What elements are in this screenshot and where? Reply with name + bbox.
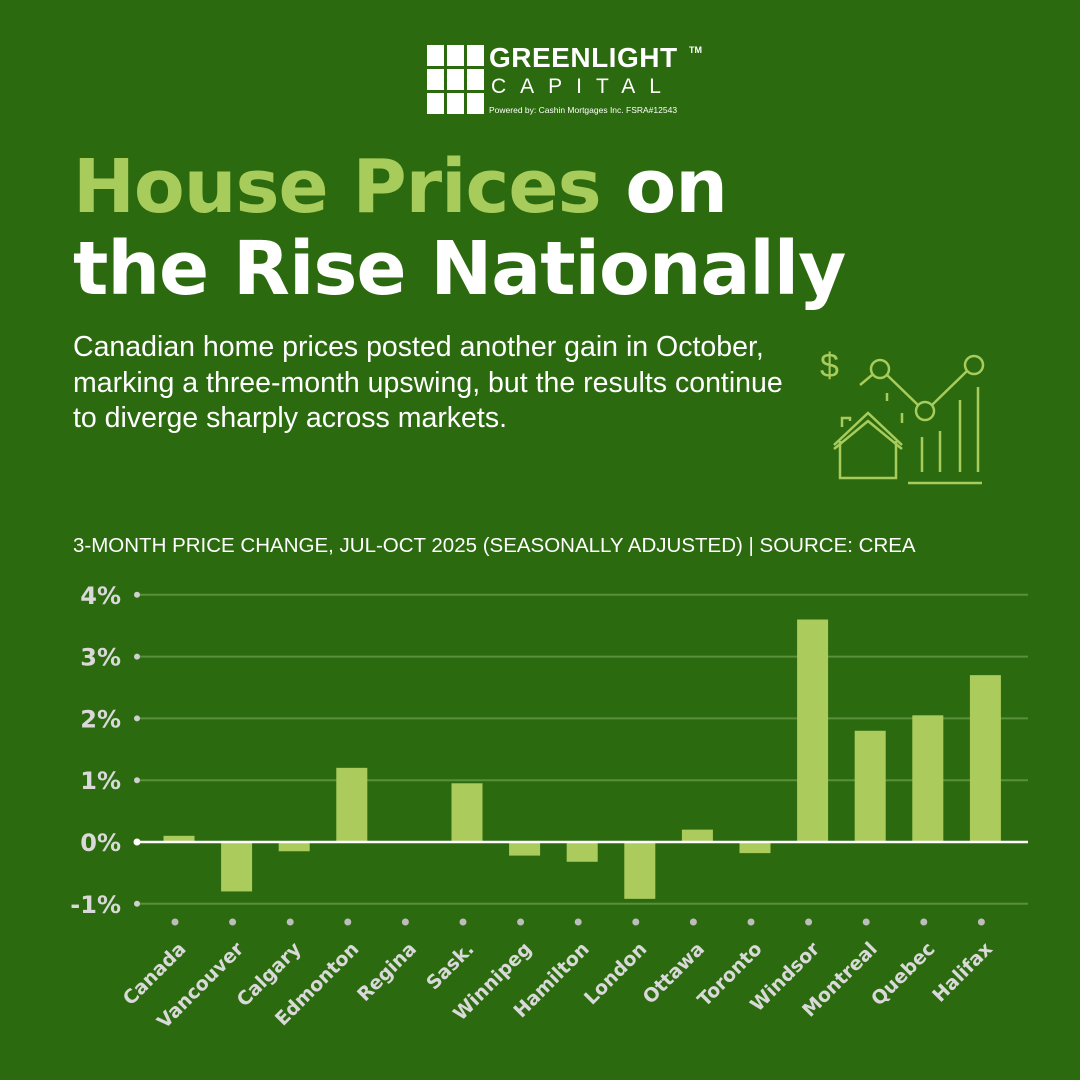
- xtick-dot: [977, 918, 985, 926]
- ytick-label: -1%: [70, 891, 121, 919]
- chart-title: 3-MONTH PRICE CHANGE, JUL-OCT 2025 (SEAS…: [73, 534, 916, 557]
- bar-hamilton: [566, 842, 598, 862]
- ytick-dot: [134, 653, 140, 660]
- bar-quebec: [912, 715, 944, 842]
- title-rest: on: [600, 144, 728, 230]
- xtick-dot: [805, 918, 813, 926]
- bar-vancouver: [221, 842, 253, 892]
- ytick-dot: [134, 777, 140, 784]
- logo-grid-icon: [427, 45, 484, 115]
- bar-halifax: [969, 675, 1001, 842]
- xtick-dot: [517, 918, 525, 926]
- zero-dot: [133, 838, 141, 846]
- bar-london: [624, 842, 656, 899]
- bar-montreal: [854, 730, 886, 842]
- xtick-label: Regina: [353, 938, 421, 1006]
- bar-canada: [163, 835, 195, 842]
- xtick-dot: [689, 918, 697, 926]
- xtick-dot: [344, 918, 352, 926]
- bar-windsor: [797, 619, 829, 842]
- xtick-label: London: [580, 938, 651, 1009]
- xtick-dot: [747, 918, 755, 926]
- ytick-label: 4%: [80, 582, 121, 610]
- xtick-label: Halifax: [928, 938, 997, 1007]
- ytick-label: 1%: [80, 767, 121, 795]
- xtick-dot: [229, 918, 237, 926]
- ytick-dot: [134, 591, 140, 598]
- bar-ottawa: [681, 829, 713, 842]
- xtick-label: Quebec: [867, 938, 939, 1010]
- xtick-dot: [401, 918, 409, 926]
- page-title: House Prices on the Rise Nationally: [73, 144, 846, 312]
- xtick-dot: [171, 918, 179, 926]
- title-highlight: House Prices: [73, 144, 602, 230]
- house-price-growth-chart-icon: $: [820, 347, 985, 485]
- svg-text:$: $: [820, 347, 839, 385]
- title-line2: the Rise Nationally: [73, 226, 846, 312]
- xtick-label: Sask.: [422, 938, 478, 994]
- ytick-dot: [134, 900, 140, 907]
- ytick-label: 3%: [80, 644, 121, 672]
- xtick-dot: [920, 918, 928, 926]
- bar-toronto: [739, 842, 771, 854]
- logo-brand-sub: CAPITAL: [491, 75, 675, 98]
- logo: GREENLIGHT TM CAPITAL Powered by: Cashin…: [427, 42, 707, 120]
- ytick-dot: [134, 715, 140, 722]
- subtitle: Canadian home prices posted another gain…: [73, 331, 783, 434]
- ytick-label: 2%: [80, 705, 121, 733]
- xtick-dot: [574, 918, 582, 926]
- logo-powered-by: Powered by: Cashin Mortgages Inc. FSRA#1…: [489, 105, 678, 115]
- xtick-dot: [459, 918, 467, 926]
- logo-trademark: TM: [689, 45, 702, 55]
- logo-brand-name: GREENLIGHT: [489, 42, 678, 73]
- bar-winnipeg: [509, 842, 541, 856]
- bar-calgary: [278, 842, 310, 852]
- xtick-dot: [862, 918, 870, 926]
- xtick-dot: [632, 918, 640, 926]
- xtick-dot: [286, 918, 294, 926]
- ytick-label: 0%: [80, 829, 121, 857]
- bar-sask: [451, 783, 483, 842]
- bar-edmonton: [336, 767, 368, 842]
